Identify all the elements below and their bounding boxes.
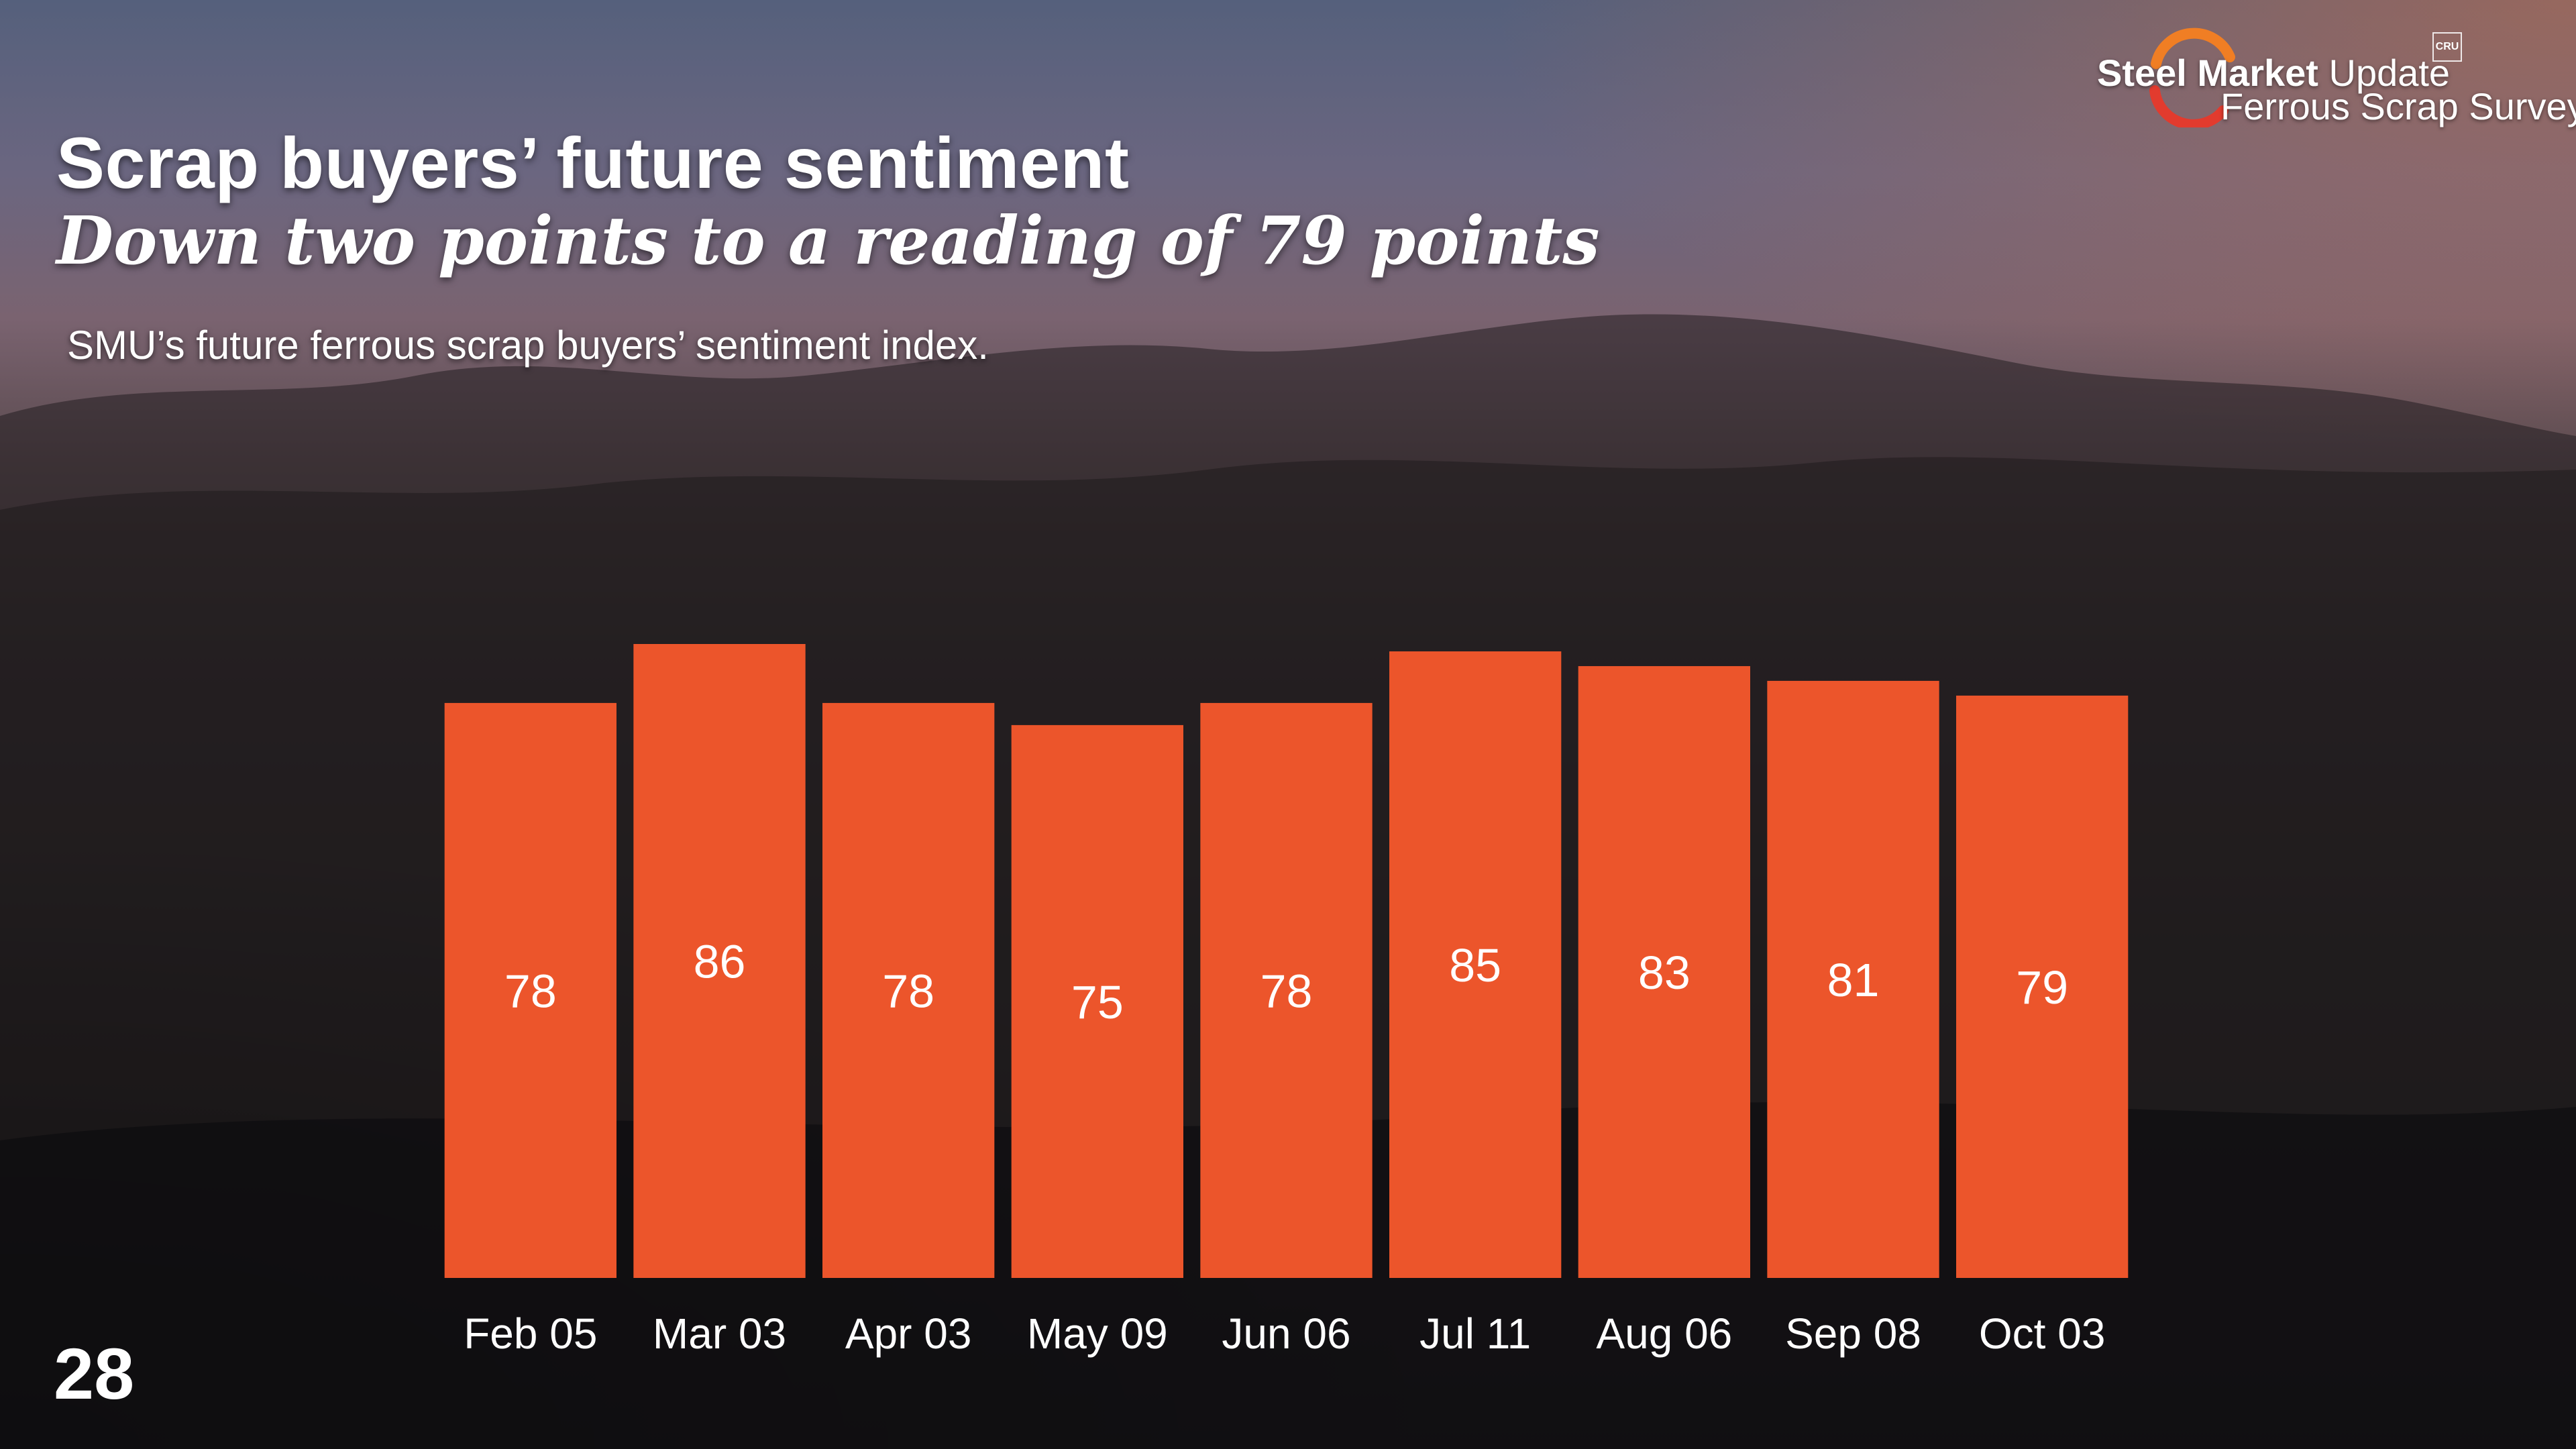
bar-value-label: 81 [1827, 954, 1880, 1006]
bar-oct-03 [1956, 695, 2129, 1278]
bar-value-label: 75 [1071, 976, 1124, 1028]
x-axis-tick-label: Jul 11 [1419, 1309, 1531, 1358]
x-axis-tick-label: May 09 [1027, 1309, 1168, 1358]
bar-sep-08 [1767, 680, 1939, 1278]
bar-value-label: 78 [504, 965, 557, 1017]
logo-brand-bold: Steel Market [2097, 52, 2318, 94]
bar-jun-06 [1200, 702, 1373, 1278]
x-axis-tick-label: Jun 06 [1222, 1309, 1350, 1358]
logo-brand-light: Update [2328, 52, 2451, 94]
x-axis-tick-label: Apr 03 [845, 1309, 972, 1358]
slide-subtitle: Down two points to a reading of 79 point… [56, 203, 1600, 280]
x-axis-tick-label: Mar 03 [653, 1309, 786, 1358]
bar-value-label: 78 [1260, 965, 1313, 1017]
bar-mar-03 [633, 644, 806, 1278]
logo-swoosh-icon [2149, 28, 2235, 127]
bar-value-label: 83 [1638, 947, 1690, 999]
bar-value-label: 79 [2016, 961, 2068, 1014]
bar-value-label: 78 [882, 965, 934, 1017]
steel-market-update-logo: Steel Market Update Ferrous Scrap Survey… [2086, 27, 2576, 134]
page-number: 28 [54, 1333, 135, 1414]
x-axis-tick-label: Oct 03 [1979, 1309, 2106, 1358]
x-axis-tick-label: Feb 05 [464, 1309, 597, 1358]
logo-product-name: Ferrous Scrap Survey [2220, 85, 2576, 127]
slide-title: Scrap buyers’ future sentiment [56, 122, 1130, 203]
bar-value-label: 86 [694, 936, 746, 988]
bar-may-09 [1011, 724, 1183, 1278]
bar-feb-05 [444, 702, 616, 1278]
x-axis-tick-label: Aug 06 [1596, 1309, 1732, 1358]
bar-aug-06 [1578, 665, 1750, 1278]
chart-caption: SMU’s future ferrous scrap buyers’ senti… [67, 323, 989, 368]
logo-brand-name: Steel Market Update [2097, 51, 2450, 95]
bar-value-label: 85 [1449, 939, 1501, 991]
bar-jul-11 [1389, 651, 1562, 1278]
cru-badge: CRU [2432, 32, 2462, 62]
x-axis-tick-label: Sep 08 [1785, 1309, 1921, 1358]
bar-apr-03 [822, 702, 995, 1278]
